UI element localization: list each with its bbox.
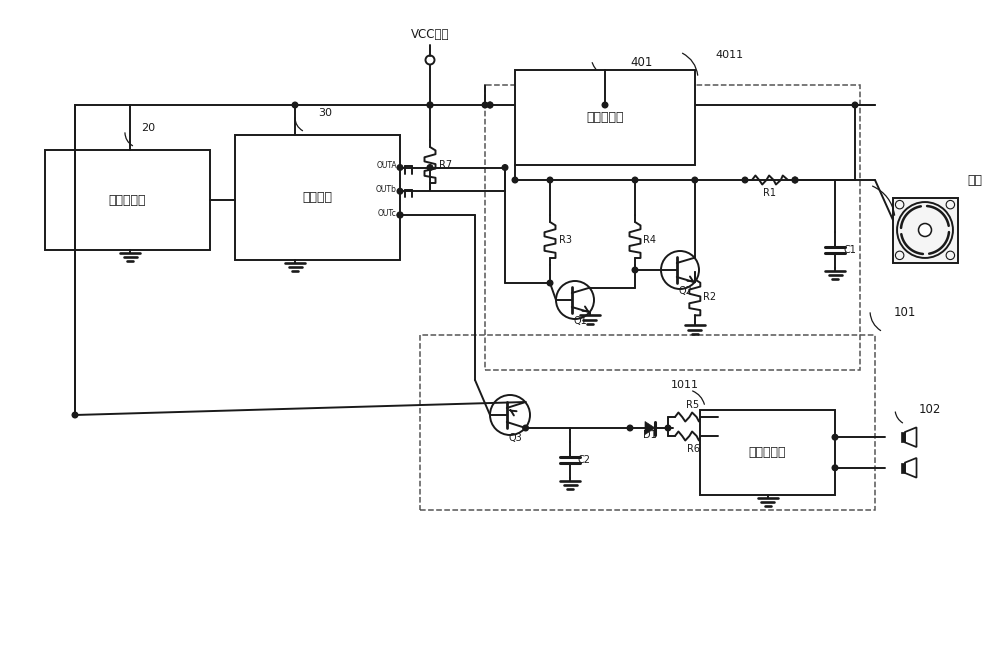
Text: D1: D1: [643, 430, 657, 441]
Text: R2: R2: [703, 292, 716, 303]
Text: 功率放大器: 功率放大器: [749, 446, 786, 459]
Circle shape: [292, 102, 298, 108]
Text: OUTc: OUTc: [378, 209, 397, 218]
Bar: [235, 135, 400, 260]
Circle shape: [72, 412, 78, 418]
Circle shape: [427, 164, 433, 170]
Bar: [893, 198, 958, 263]
Text: 音量调节器: 音量调节器: [109, 193, 146, 206]
Text: 102: 102: [919, 403, 941, 416]
Text: R5: R5: [686, 400, 700, 409]
Circle shape: [397, 212, 403, 218]
Circle shape: [427, 102, 433, 108]
Circle shape: [397, 189, 403, 194]
Bar: [420, 335, 875, 510]
Text: R1: R1: [764, 187, 776, 198]
Circle shape: [692, 178, 698, 183]
Text: 101: 101: [894, 307, 916, 320]
Text: C1: C1: [843, 245, 856, 255]
Circle shape: [852, 102, 858, 108]
Text: R6: R6: [686, 443, 700, 453]
Text: OUTA: OUTA: [376, 162, 397, 170]
Text: Q2: Q2: [678, 286, 692, 297]
Text: R4: R4: [644, 235, 656, 245]
Circle shape: [918, 223, 932, 236]
Text: 30: 30: [318, 108, 332, 118]
Text: 风扇: 风扇: [967, 174, 982, 187]
Text: 4011: 4011: [716, 50, 744, 60]
Text: R3: R3: [558, 235, 572, 245]
Circle shape: [632, 178, 638, 183]
Text: 1011: 1011: [671, 380, 699, 390]
Circle shape: [487, 102, 493, 108]
Text: 20: 20: [141, 123, 155, 133]
Polygon shape: [645, 422, 655, 434]
Text: Q3: Q3: [508, 432, 522, 443]
Bar: [901, 432, 905, 442]
Circle shape: [397, 212, 403, 218]
Bar: [901, 462, 905, 473]
Bar: [485, 85, 860, 370]
Circle shape: [502, 164, 508, 170]
Circle shape: [832, 434, 838, 440]
Circle shape: [397, 164, 403, 170]
Text: VCC电源: VCC电源: [411, 28, 449, 41]
Text: C2: C2: [578, 455, 591, 465]
Text: R7: R7: [438, 160, 452, 170]
Circle shape: [523, 425, 528, 431]
Circle shape: [627, 425, 633, 431]
Circle shape: [792, 178, 798, 183]
Text: OUTb: OUTb: [376, 185, 397, 195]
Circle shape: [792, 178, 798, 183]
Circle shape: [602, 102, 608, 108]
Circle shape: [742, 178, 748, 183]
Circle shape: [632, 267, 638, 272]
Circle shape: [547, 178, 553, 183]
Bar: [515, 70, 695, 165]
Bar: [45, 150, 210, 250]
Text: 电压调节器: 电压调节器: [586, 111, 624, 124]
Text: Q1: Q1: [573, 316, 587, 326]
Circle shape: [665, 425, 671, 431]
Bar: [700, 410, 835, 495]
Circle shape: [547, 280, 553, 286]
Text: 微控制器: 微控制器: [302, 191, 332, 204]
Circle shape: [487, 102, 493, 108]
Circle shape: [512, 178, 518, 183]
Text: 401: 401: [630, 56, 652, 69]
Circle shape: [482, 102, 488, 108]
Circle shape: [427, 102, 433, 108]
Circle shape: [832, 465, 838, 470]
